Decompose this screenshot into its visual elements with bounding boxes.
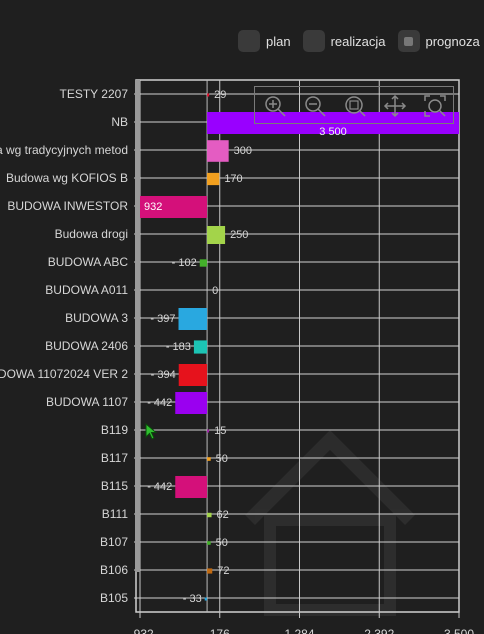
category-label: BUDOWA A011 (45, 283, 128, 297)
bar[interactable] (204, 597, 208, 601)
zoom-out-icon[interactable] (303, 94, 327, 118)
bar[interactable] (207, 93, 210, 97)
legend-item-realizacja[interactable]: realizacja (302, 30, 386, 52)
legend-label: prognoza (425, 33, 480, 49)
legend: plan realizacja prognoza (238, 28, 484, 54)
x-tick-label: 176 (210, 627, 230, 634)
chart-toolbar (254, 86, 454, 124)
category-label: BUDOWA 3 (65, 311, 128, 325)
category-label: NB (111, 115, 128, 129)
bar[interactable] (207, 429, 210, 433)
legend-item-prognoza[interactable]: prognoza (397, 30, 480, 52)
bar[interactable] (207, 140, 229, 162)
category-label: B111 (102, 507, 129, 521)
zoom-select-icon[interactable] (423, 94, 447, 118)
bar[interactable] (178, 364, 208, 386)
bar-value-label: 300 (234, 145, 252, 157)
bar[interactable] (175, 476, 208, 498)
category-label: B117 (101, 451, 128, 465)
bar[interactable] (178, 308, 208, 330)
category-label: B107 (100, 535, 128, 549)
category-label: Budowa wg tradycyjnych metod (0, 143, 128, 157)
bar-value-label: - 102 (172, 257, 197, 269)
bar-value-label: - 442 (147, 397, 172, 409)
bar-value-label: 170 (224, 173, 242, 185)
mouse-cursor-icon (145, 423, 158, 440)
category-label: Budowa drogi (55, 227, 128, 241)
bar-value-label: 29 (214, 89, 226, 101)
bar-value-label: - 33 (183, 593, 202, 605)
x-tick-label: 2 392 (364, 627, 394, 634)
category-label: BUDOWA 2406 (45, 339, 128, 353)
bar[interactable] (207, 457, 211, 461)
legend-checkbox[interactable] (302, 30, 325, 52)
bar[interactable] (207, 512, 212, 518)
bar[interactable] (207, 568, 213, 574)
bar-value-label: 62 (217, 509, 229, 521)
zoom-in-icon[interactable] (263, 94, 287, 118)
legend-dot-icon (404, 36, 413, 46)
legend-checkbox[interactable] (397, 30, 420, 52)
bar[interactable] (193, 340, 208, 354)
bar-value-label: - 394 (151, 369, 176, 381)
bar-value-label: - 442 (147, 481, 172, 493)
bar-value-label: 50 (216, 453, 228, 465)
legend-item-plan[interactable]: plan (238, 30, 291, 52)
category-label: BUDOWA 11072024 VER 2 (0, 367, 128, 381)
category-label: BUDOWA INWESTOR (7, 199, 128, 213)
category-label: BUDOWA 1107 (46, 395, 128, 409)
bar[interactable] (140, 196, 208, 218)
bar-value-label: 250 (230, 229, 248, 241)
bar[interactable] (175, 392, 208, 414)
bar-value-label: 3 500 (319, 126, 347, 138)
category-label: BUDOWA ABC (48, 255, 129, 269)
bar-value-label: 50 (216, 537, 228, 549)
category-label: TESTY 2207 (60, 87, 129, 101)
x-tick-label: - 932 (126, 627, 154, 634)
category-label: B119 (101, 423, 128, 437)
bar[interactable] (207, 172, 220, 186)
bar[interactable] (207, 226, 226, 244)
bar[interactable] (199, 259, 208, 267)
pan-icon[interactable] (383, 94, 407, 118)
bar[interactable] (207, 541, 211, 545)
zoom-fit-icon[interactable] (343, 94, 367, 118)
bar-value-label: - 397 (150, 313, 175, 325)
bar-value-label: 15 (214, 425, 226, 437)
category-label: B105 (100, 591, 128, 605)
scrollbar-thumb[interactable] (135, 80, 140, 572)
bar-value-label: 72 (217, 565, 229, 577)
watermark-logo (245, 430, 415, 616)
bar-value-label: 932 (144, 201, 162, 213)
legend-checkbox[interactable] (238, 30, 260, 52)
bar-value-label: - 183 (166, 341, 191, 353)
category-label: Budowa wg KOFIOS B (6, 171, 128, 185)
legend-label: realizacja (330, 33, 386, 49)
x-tick-label: 3 500 (444, 627, 474, 634)
x-tick-label: 1 284 (284, 627, 314, 634)
legend-label: plan (266, 33, 291, 49)
category-label: B106 (100, 563, 128, 577)
bar-value-label: 0 (212, 285, 218, 297)
category-label: B115 (101, 479, 128, 493)
